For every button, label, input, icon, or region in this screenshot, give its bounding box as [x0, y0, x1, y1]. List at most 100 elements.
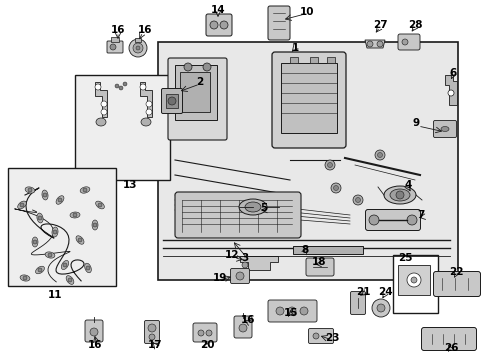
- Ellipse shape: [56, 196, 64, 204]
- Circle shape: [368, 215, 378, 225]
- Circle shape: [275, 307, 284, 315]
- Bar: [309, 57, 317, 63]
- Circle shape: [53, 230, 57, 234]
- Circle shape: [376, 41, 382, 47]
- Text: 16: 16: [87, 340, 102, 350]
- Circle shape: [86, 266, 90, 270]
- Ellipse shape: [80, 187, 90, 193]
- Bar: [8, 168, 116, 286]
- Text: 28: 28: [407, 20, 421, 30]
- Circle shape: [123, 82, 127, 86]
- Circle shape: [401, 39, 407, 45]
- FancyBboxPatch shape: [397, 34, 419, 50]
- Circle shape: [43, 193, 47, 197]
- Text: 11: 11: [48, 290, 62, 300]
- Circle shape: [236, 272, 244, 280]
- Circle shape: [115, 84, 119, 88]
- Circle shape: [209, 21, 218, 29]
- Circle shape: [101, 109, 107, 115]
- Text: 10: 10: [299, 7, 314, 17]
- Circle shape: [133, 43, 142, 53]
- Circle shape: [352, 195, 362, 205]
- FancyBboxPatch shape: [350, 292, 365, 315]
- Ellipse shape: [244, 202, 261, 212]
- FancyBboxPatch shape: [168, 58, 226, 140]
- Text: 16: 16: [240, 315, 255, 325]
- Ellipse shape: [440, 126, 448, 131]
- FancyBboxPatch shape: [161, 89, 182, 113]
- Text: 21: 21: [355, 287, 369, 297]
- Circle shape: [287, 307, 295, 315]
- Bar: [75, 75, 170, 180]
- FancyBboxPatch shape: [193, 323, 217, 342]
- Polygon shape: [140, 82, 152, 117]
- FancyBboxPatch shape: [144, 320, 159, 343]
- Circle shape: [148, 324, 156, 332]
- Circle shape: [95, 84, 101, 90]
- Circle shape: [220, 21, 227, 29]
- Circle shape: [73, 213, 77, 217]
- Text: 20: 20: [199, 340, 214, 350]
- Ellipse shape: [45, 252, 55, 258]
- Circle shape: [136, 46, 140, 50]
- Ellipse shape: [389, 189, 409, 201]
- Bar: [397, 265, 429, 295]
- Polygon shape: [240, 256, 278, 270]
- Circle shape: [447, 90, 453, 96]
- FancyBboxPatch shape: [85, 320, 103, 342]
- Ellipse shape: [36, 266, 44, 274]
- Ellipse shape: [141, 118, 151, 126]
- Text: 18: 18: [311, 257, 325, 267]
- Bar: [326, 57, 334, 63]
- Text: 8: 8: [301, 245, 308, 255]
- Circle shape: [90, 328, 98, 336]
- Text: 26: 26: [443, 343, 457, 353]
- FancyBboxPatch shape: [267, 6, 289, 40]
- Circle shape: [377, 153, 382, 158]
- Circle shape: [327, 162, 332, 167]
- Polygon shape: [364, 40, 384, 48]
- FancyBboxPatch shape: [421, 328, 475, 351]
- Ellipse shape: [42, 190, 48, 200]
- Ellipse shape: [70, 212, 80, 218]
- Circle shape: [20, 203, 24, 207]
- FancyBboxPatch shape: [205, 14, 231, 36]
- FancyBboxPatch shape: [308, 328, 333, 343]
- Polygon shape: [444, 75, 456, 105]
- FancyBboxPatch shape: [305, 258, 333, 276]
- Text: 15: 15: [283, 308, 298, 318]
- Circle shape: [239, 324, 246, 332]
- Ellipse shape: [76, 236, 84, 244]
- Circle shape: [129, 39, 147, 57]
- Ellipse shape: [37, 213, 43, 223]
- FancyBboxPatch shape: [433, 121, 456, 138]
- FancyBboxPatch shape: [433, 271, 480, 297]
- Ellipse shape: [32, 237, 38, 247]
- FancyBboxPatch shape: [271, 52, 346, 148]
- FancyBboxPatch shape: [107, 41, 123, 53]
- Circle shape: [146, 109, 152, 115]
- Circle shape: [28, 188, 32, 192]
- Circle shape: [355, 198, 360, 202]
- Text: 23: 23: [324, 333, 339, 343]
- FancyBboxPatch shape: [230, 269, 249, 284]
- Text: 9: 9: [411, 118, 419, 128]
- Circle shape: [110, 44, 116, 50]
- Text: 2: 2: [196, 77, 203, 87]
- Circle shape: [68, 278, 72, 282]
- Text: 1: 1: [291, 43, 298, 53]
- Circle shape: [366, 41, 372, 47]
- Circle shape: [395, 191, 403, 199]
- Ellipse shape: [52, 227, 58, 237]
- Circle shape: [58, 198, 62, 202]
- Bar: [392, 255, 437, 313]
- Circle shape: [406, 215, 416, 225]
- Circle shape: [183, 63, 192, 71]
- Bar: [292, 246, 362, 254]
- Text: 4: 4: [404, 180, 411, 190]
- Ellipse shape: [96, 201, 104, 209]
- Bar: [175, 65, 217, 120]
- Text: 6: 6: [448, 68, 456, 78]
- Text: 14: 14: [210, 5, 225, 15]
- Circle shape: [101, 101, 107, 107]
